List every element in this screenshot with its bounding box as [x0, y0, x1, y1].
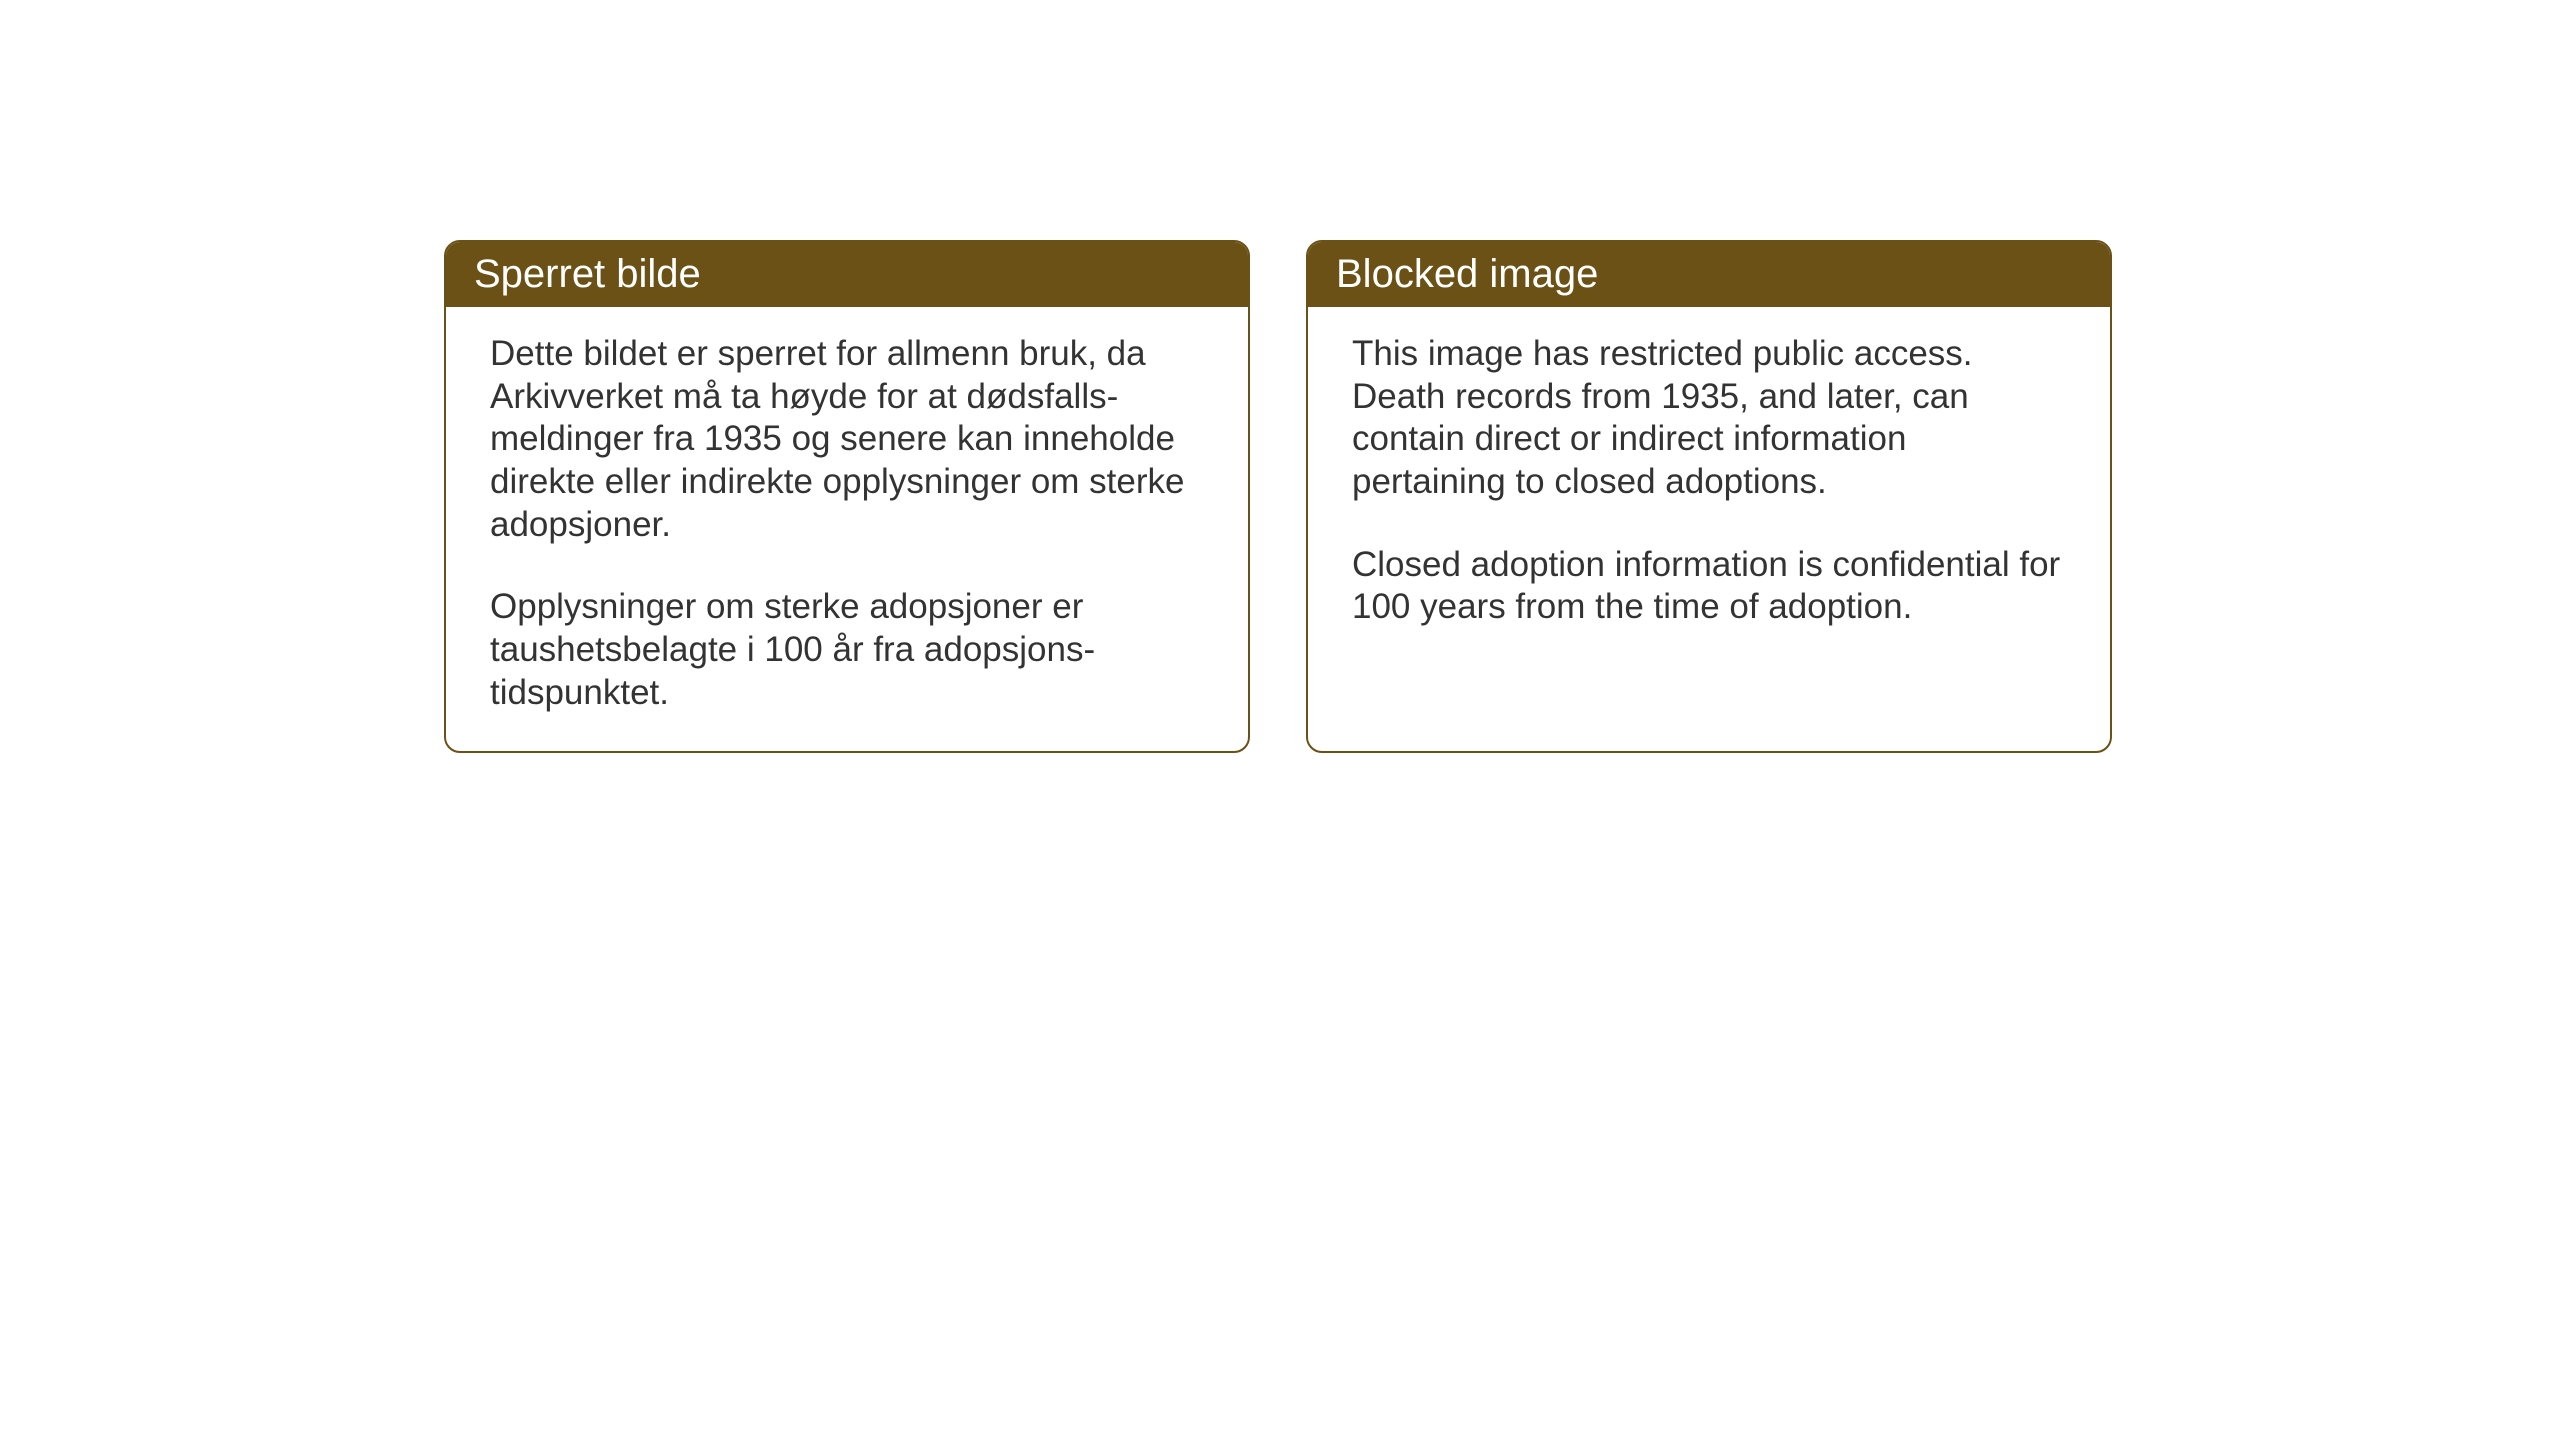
notice-body-english: This image has restricted public access.… [1308, 307, 2110, 665]
notice-card-english: Blocked image This image has restricted … [1306, 240, 2112, 753]
notice-container: Sperret bilde Dette bildet er sperret fo… [444, 240, 2112, 753]
notice-body-norwegian: Dette bildet er sperret for allmenn bruk… [446, 307, 1248, 751]
notice-paragraph: Opplysninger om sterke adopsjoner er tau… [490, 586, 1204, 714]
notice-title-english: Blocked image [1308, 242, 2110, 307]
notice-paragraph: This image has restricted public access.… [1352, 333, 2066, 504]
notice-title-norwegian: Sperret bilde [446, 242, 1248, 307]
notice-paragraph: Dette bildet er sperret for allmenn bruk… [490, 333, 1204, 546]
notice-paragraph: Closed adoption information is confident… [1352, 544, 2066, 629]
notice-card-norwegian: Sperret bilde Dette bildet er sperret fo… [444, 240, 1250, 753]
